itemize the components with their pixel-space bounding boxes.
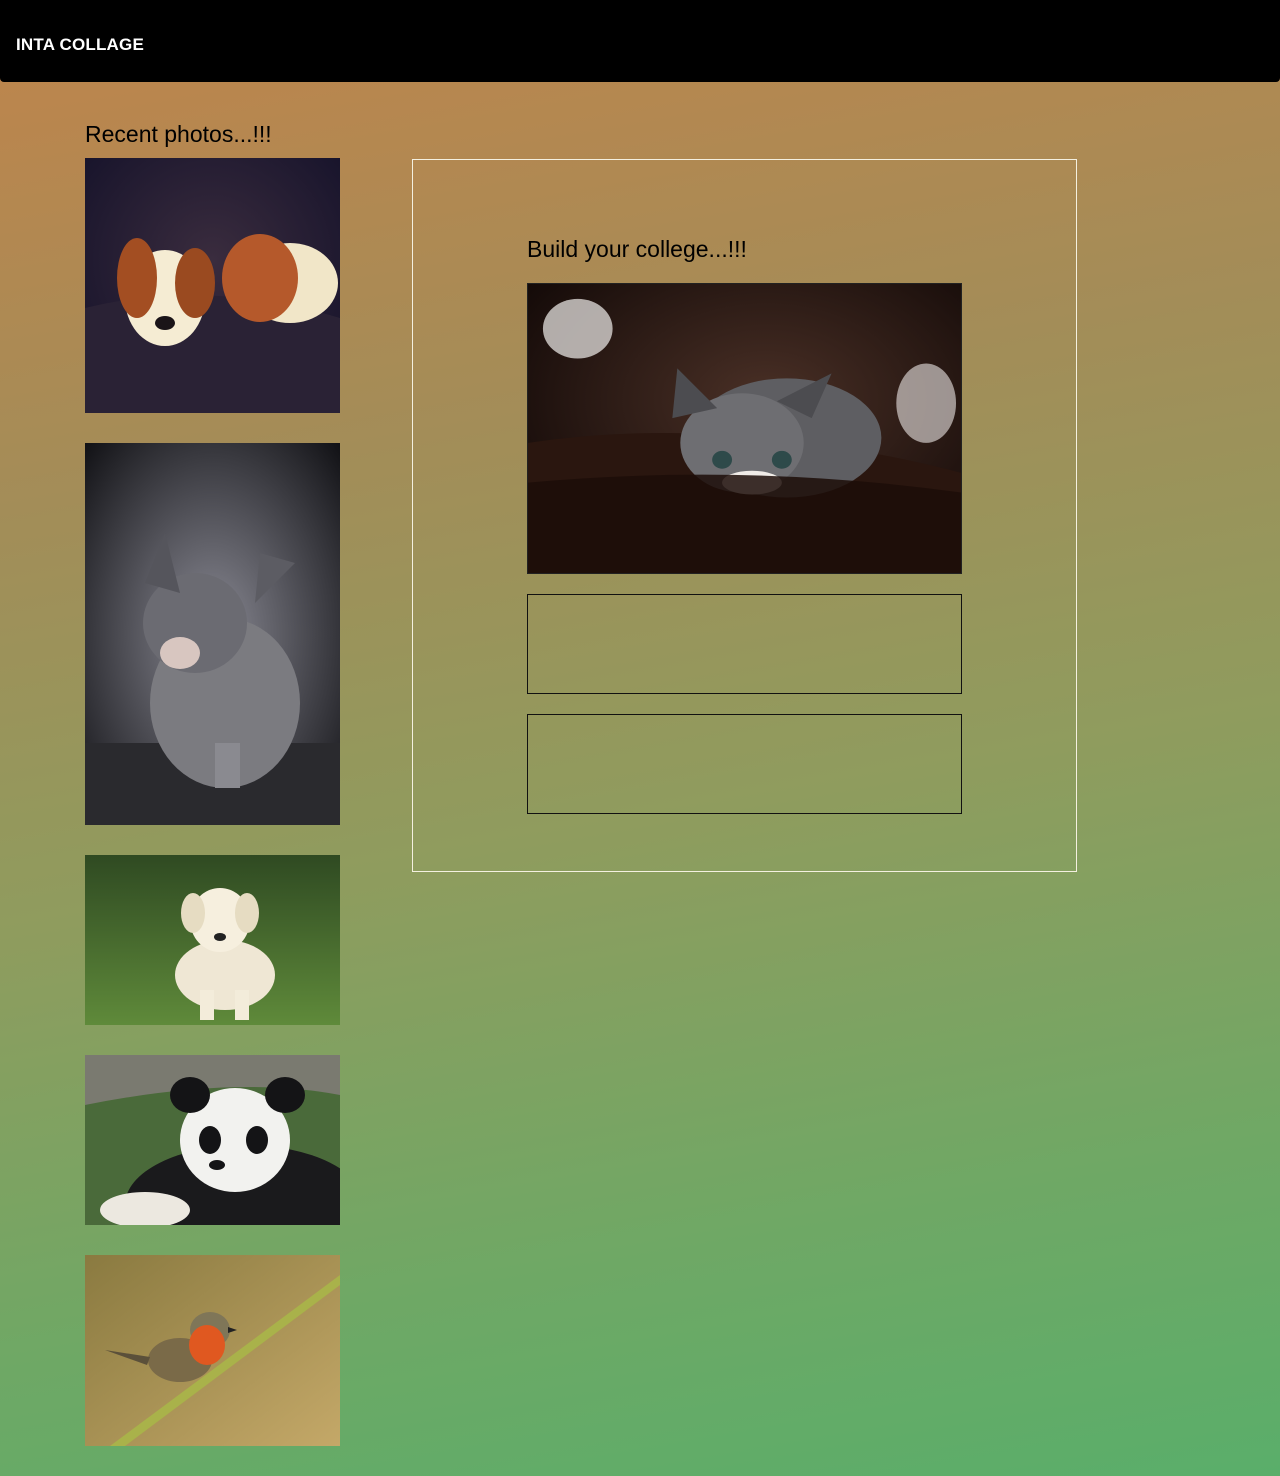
collage-main-photo[interactable]: [527, 283, 962, 574]
recent-photo-kitten-grooming[interactable]: [85, 443, 340, 825]
brand-logo[interactable]: INTA COLLAGE: [16, 35, 144, 54]
recent-photo-panda-cub[interactable]: [85, 1055, 340, 1225]
recent-photo-puppy-sleeping[interactable]: [85, 158, 340, 413]
builder-title: Build your college...!!!: [527, 236, 747, 262]
collage-drop-slot-1[interactable]: [527, 594, 962, 694]
navbar: INTA COLLAGE: [0, 0, 1280, 82]
recent-photos-title: Recent photos...!!!: [85, 121, 272, 147]
collage-drop-slot-2[interactable]: [527, 714, 962, 814]
collage-builder-panel: [412, 159, 1077, 872]
recent-photo-labrador-puppy[interactable]: [85, 855, 340, 1025]
recent-photo-robin[interactable]: [85, 1255, 340, 1446]
